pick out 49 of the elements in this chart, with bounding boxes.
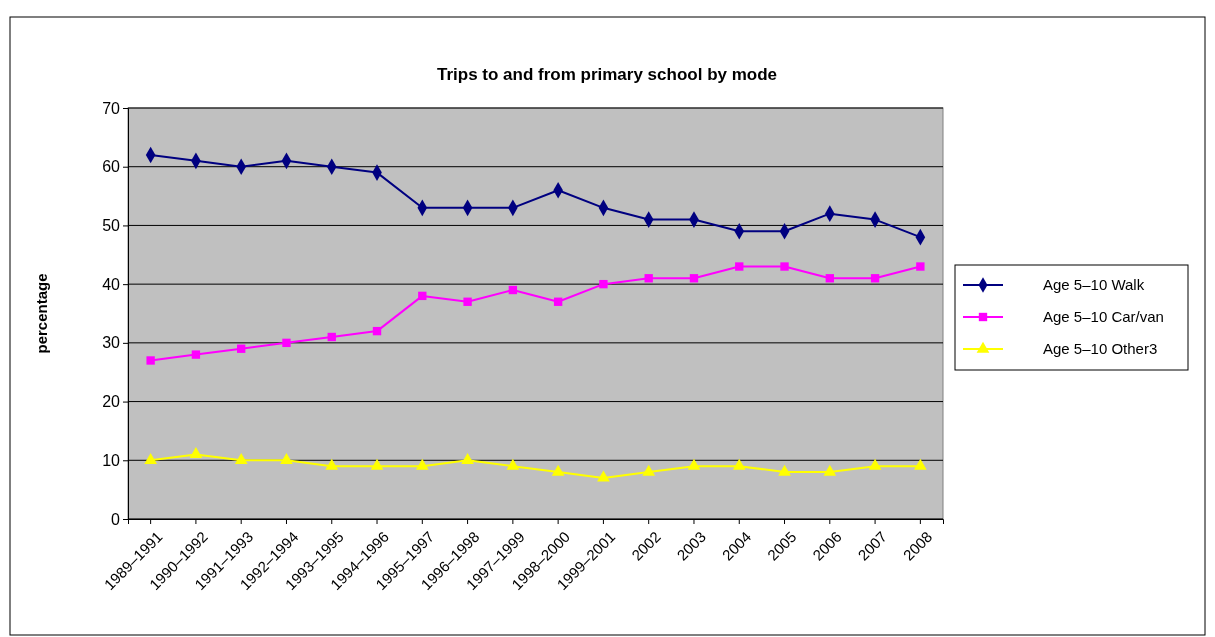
point [234, 452, 248, 464]
point [642, 464, 656, 476]
y-tick-label: 30 [102, 334, 121, 352]
y-axis-title: percentage [33, 273, 50, 354]
point [327, 332, 336, 342]
y-tick-label: 60 [102, 158, 121, 176]
point [370, 458, 384, 470]
point [780, 262, 789, 271]
point [325, 458, 339, 470]
point [916, 262, 925, 271]
y-tick-label: 20 [102, 393, 121, 411]
point [461, 452, 474, 464]
point [868, 458, 882, 470]
point [551, 464, 565, 476]
y-tick-label: 0 [111, 510, 121, 528]
point [825, 274, 834, 283]
point [689, 274, 699, 283]
point [463, 297, 472, 306]
point [687, 458, 701, 470]
point [644, 274, 653, 283]
point [282, 338, 291, 348]
point [237, 344, 246, 353]
point [508, 285, 518, 295]
point [823, 464, 837, 476]
point [144, 452, 157, 464]
point [191, 350, 201, 359]
point [189, 447, 203, 459]
point [599, 279, 608, 289]
point [553, 297, 563, 306]
text: Age 5–10 Walk [1043, 276, 1145, 293]
point [280, 452, 293, 464]
point [778, 464, 791, 476]
point [735, 262, 744, 271]
y-tick-label: 10 [102, 451, 121, 469]
point [415, 458, 429, 470]
point [146, 356, 155, 365]
point [506, 458, 520, 470]
text: Age 5–10 Other3 [1043, 340, 1158, 357]
point [870, 274, 880, 283]
point [372, 326, 382, 336]
y-tick-label: 50 [102, 217, 121, 235]
y-tick-label: 40 [102, 275, 121, 293]
point [914, 458, 927, 470]
chart-title: Trips to and from primary school by mode [436, 65, 778, 84]
y-tick-label: 70 [102, 99, 121, 117]
point [597, 470, 610, 482]
point [732, 458, 746, 470]
point [418, 291, 427, 301]
text: Age 5–10 Car/van [1043, 308, 1164, 325]
